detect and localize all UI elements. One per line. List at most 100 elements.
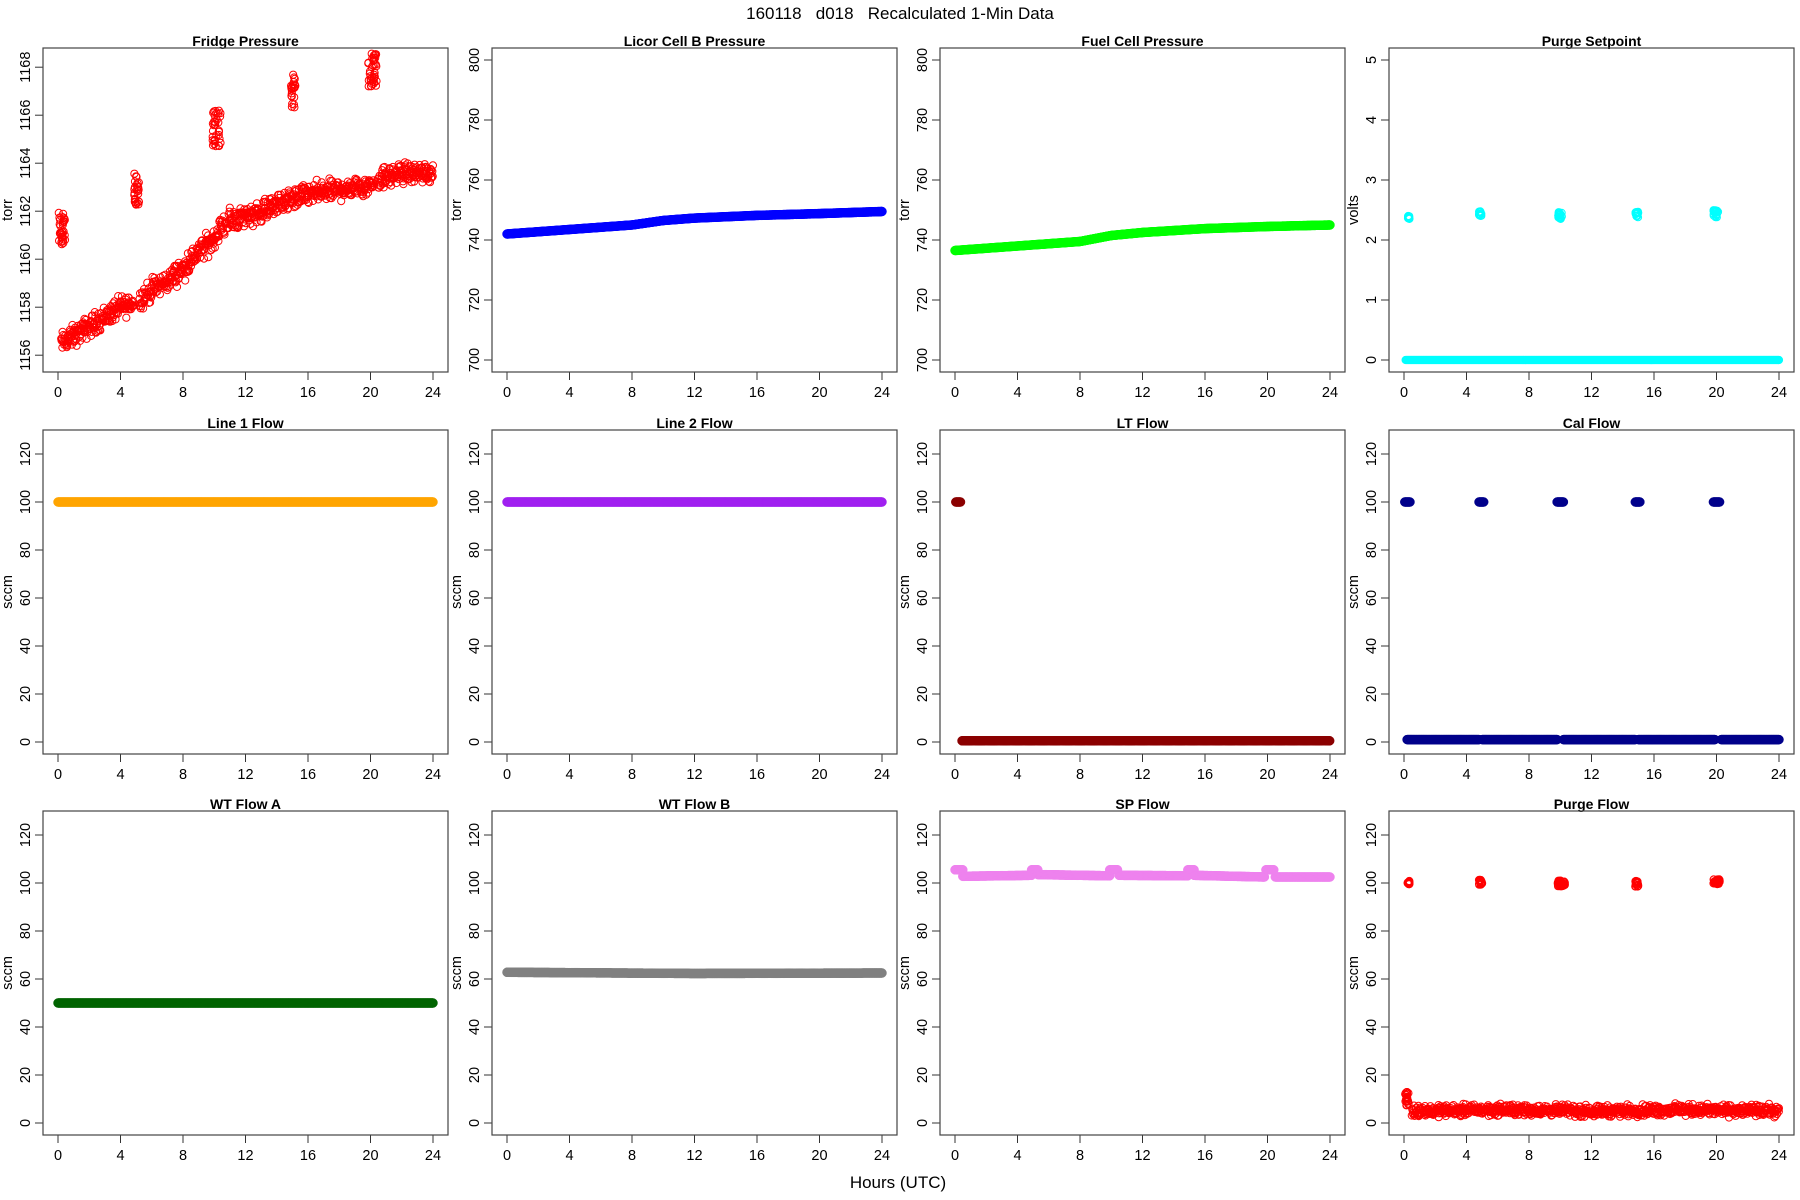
y-tick-label: 780 (467, 108, 483, 132)
y-tick-label: 1164 (18, 148, 34, 179)
x-tick-label: 16 (749, 767, 765, 783)
data-points (54, 49, 437, 352)
x-tick-label: 20 (811, 767, 827, 783)
data-point (327, 194, 336, 203)
y-tick-label: 120 (467, 442, 483, 466)
data-point (181, 276, 190, 285)
y-axis-label: torr (0, 199, 16, 221)
y-axis-label: torr (449, 199, 465, 221)
y-tick-label: 80 (18, 542, 34, 558)
panel-title: Licor Cell B Pressure (624, 33, 766, 49)
data-point (210, 243, 219, 252)
x-tick-label: 8 (179, 385, 187, 401)
data-point (370, 68, 379, 77)
x-tick-label: 8 (628, 385, 636, 401)
x-tick-label: 0 (951, 767, 959, 783)
y-tick-label: 700 (467, 348, 483, 372)
data-point (272, 208, 281, 217)
data-point (428, 172, 437, 181)
x-tick-label: 12 (237, 767, 253, 783)
data-point (172, 282, 182, 291)
y-tick-label: 40 (915, 638, 931, 654)
data-point (132, 172, 141, 181)
data-point (211, 118, 220, 127)
data-point (877, 206, 887, 217)
data-points (502, 206, 887, 239)
data-point (201, 228, 211, 237)
data-point (185, 266, 194, 275)
data-point (214, 237, 223, 246)
y-tick-label: 40 (467, 638, 483, 654)
y-tick-label: 1168 (18, 52, 34, 83)
x-tick-label: 8 (1076, 767, 1084, 783)
y-tick-label: 720 (915, 288, 931, 312)
plot-frame (1388, 47, 1795, 373)
x-tick-label: 4 (565, 385, 573, 401)
data-point (380, 162, 389, 172)
x-tick-label: 20 (1259, 767, 1275, 783)
y-tick-label: 760 (467, 168, 483, 192)
x-tick-label: 24 (874, 385, 890, 401)
x-tick-label: 20 (811, 385, 827, 401)
data-point (369, 56, 378, 66)
x-tick-label: 24 (1322, 385, 1338, 401)
y-tick-label: 20 (915, 686, 931, 702)
data-point (372, 77, 381, 86)
x-tick-label: 20 (362, 767, 378, 783)
y-tick-label: 60 (18, 590, 34, 606)
panel-title: Line 1 Flow (207, 415, 283, 431)
x-tick-label: 4 (116, 767, 124, 783)
data-point (214, 106, 223, 115)
panel-title: Fridge Pressure (192, 33, 299, 49)
data-points (1401, 206, 1784, 365)
data-point (369, 176, 378, 185)
data-point (226, 210, 235, 219)
y-tick-label: 780 (915, 108, 931, 132)
x-tick-label: 8 (179, 767, 187, 783)
plot-frame (491, 429, 898, 755)
data-point (162, 282, 171, 291)
data-point (210, 137, 219, 146)
x-tick-label: 0 (54, 767, 62, 783)
y-tick-label: 800 (915, 48, 931, 72)
x-tick-label: 0 (951, 385, 959, 401)
plot-frame (42, 47, 449, 373)
data-point (426, 169, 435, 178)
data-point (287, 86, 296, 96)
data-points (53, 497, 438, 507)
data-point (303, 197, 312, 207)
data-point (289, 100, 298, 109)
data-point (212, 109, 221, 118)
x-tick-label: 16 (1646, 385, 1662, 401)
data-point (364, 59, 373, 68)
data-point (70, 337, 79, 346)
y-tick-label: 20 (18, 686, 34, 702)
data-point (289, 78, 298, 87)
data-point (208, 119, 217, 128)
y-tick-label: 3 (1364, 176, 1380, 184)
x-tick-label: 20 (1259, 385, 1275, 401)
data-point (325, 174, 334, 183)
y-axis-label: torr (897, 199, 913, 221)
x-tick-label: 12 (237, 385, 253, 401)
y-tick-label: 0 (467, 738, 483, 746)
data-point (63, 341, 72, 350)
panel-title: LT Flow (1117, 415, 1169, 431)
x-tick-label: 12 (1134, 767, 1150, 783)
data-point (132, 180, 141, 189)
x-tick-label: 16 (1197, 767, 1213, 783)
data-point (134, 183, 143, 192)
data-point (122, 313, 131, 322)
figure-title: 160118 d018 Recalculated 1-Min Data (746, 4, 1054, 23)
y-tick-label: 20 (467, 686, 483, 702)
plot-frame (939, 47, 1346, 373)
data-point (401, 161, 410, 170)
y-tick-label: 760 (915, 168, 931, 192)
data-point (70, 336, 79, 346)
data-point (370, 60, 379, 69)
data-point (114, 292, 123, 301)
x-tick-label: 24 (1771, 385, 1787, 401)
data-point (199, 254, 209, 263)
